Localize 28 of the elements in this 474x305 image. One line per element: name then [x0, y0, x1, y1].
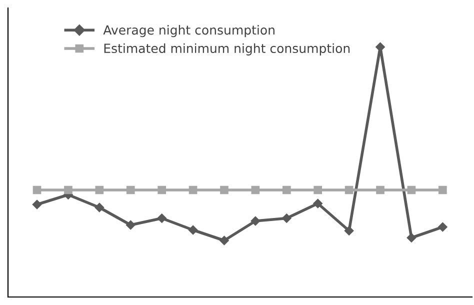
point [126, 220, 136, 230]
point [438, 186, 447, 194]
point [126, 186, 135, 194]
point [438, 222, 448, 232]
point [407, 186, 416, 194]
point [344, 226, 354, 236]
point [188, 225, 198, 235]
point [32, 200, 42, 210]
point [282, 214, 292, 223]
legend-label: Average night consumption [103, 25, 274, 38]
point [313, 198, 322, 208]
point [158, 186, 166, 194]
legend-label: Estimated minimum night consumption [104, 43, 350, 56]
point [251, 186, 260, 194]
point [220, 236, 229, 246]
point [250, 216, 260, 226]
point [94, 202, 104, 212]
point [344, 186, 354, 194]
point [220, 186, 228, 194]
point [188, 186, 198, 194]
point [314, 186, 322, 194]
point [376, 186, 384, 194]
point [157, 214, 166, 223]
point [406, 233, 416, 242]
point [32, 186, 42, 194]
point [64, 186, 72, 194]
point [95, 186, 104, 194]
point [282, 186, 291, 194]
